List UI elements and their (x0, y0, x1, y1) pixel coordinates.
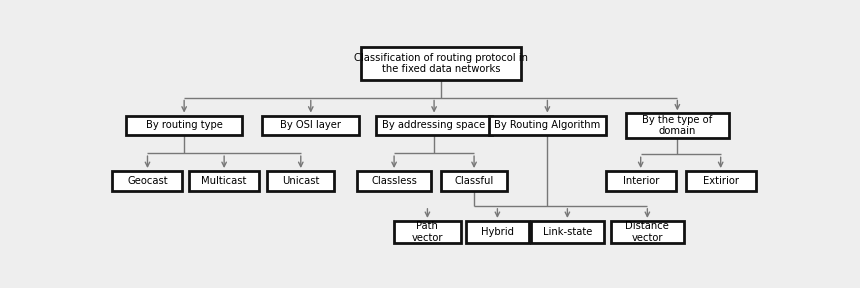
FancyBboxPatch shape (440, 171, 507, 191)
FancyBboxPatch shape (361, 47, 521, 80)
FancyBboxPatch shape (685, 171, 756, 191)
Text: Classless: Classless (372, 176, 417, 186)
FancyBboxPatch shape (611, 221, 684, 243)
FancyBboxPatch shape (394, 221, 461, 243)
Text: Distance
vector: Distance vector (625, 221, 669, 243)
Text: Path
vector: Path vector (412, 221, 443, 243)
FancyBboxPatch shape (267, 171, 334, 191)
FancyBboxPatch shape (376, 115, 493, 135)
Text: Classification of routing protocol in
the fixed data networks: Classification of routing protocol in th… (353, 53, 528, 74)
Text: Multicast: Multicast (201, 176, 247, 186)
FancyBboxPatch shape (605, 171, 676, 191)
Text: By the type of
domain: By the type of domain (642, 115, 712, 136)
FancyBboxPatch shape (466, 221, 529, 243)
Text: Classful: Classful (454, 176, 494, 186)
Text: By routing type: By routing type (145, 120, 223, 130)
Text: Link-state: Link-state (543, 227, 592, 237)
Text: Unicast: Unicast (282, 176, 319, 186)
FancyBboxPatch shape (262, 115, 359, 135)
Text: Interior: Interior (623, 176, 659, 186)
Text: By OSI layer: By OSI layer (280, 120, 341, 130)
FancyBboxPatch shape (113, 171, 182, 191)
FancyBboxPatch shape (489, 115, 605, 135)
FancyBboxPatch shape (189, 171, 259, 191)
FancyBboxPatch shape (126, 115, 243, 135)
FancyBboxPatch shape (531, 221, 604, 243)
Text: Hybrid: Hybrid (481, 227, 514, 237)
Text: By Routing Algorithm: By Routing Algorithm (494, 120, 600, 130)
FancyBboxPatch shape (358, 171, 431, 191)
Text: Extirior: Extirior (703, 176, 739, 186)
Text: By addressing space: By addressing space (383, 120, 486, 130)
FancyBboxPatch shape (626, 113, 729, 138)
Text: Geocast: Geocast (127, 176, 168, 186)
